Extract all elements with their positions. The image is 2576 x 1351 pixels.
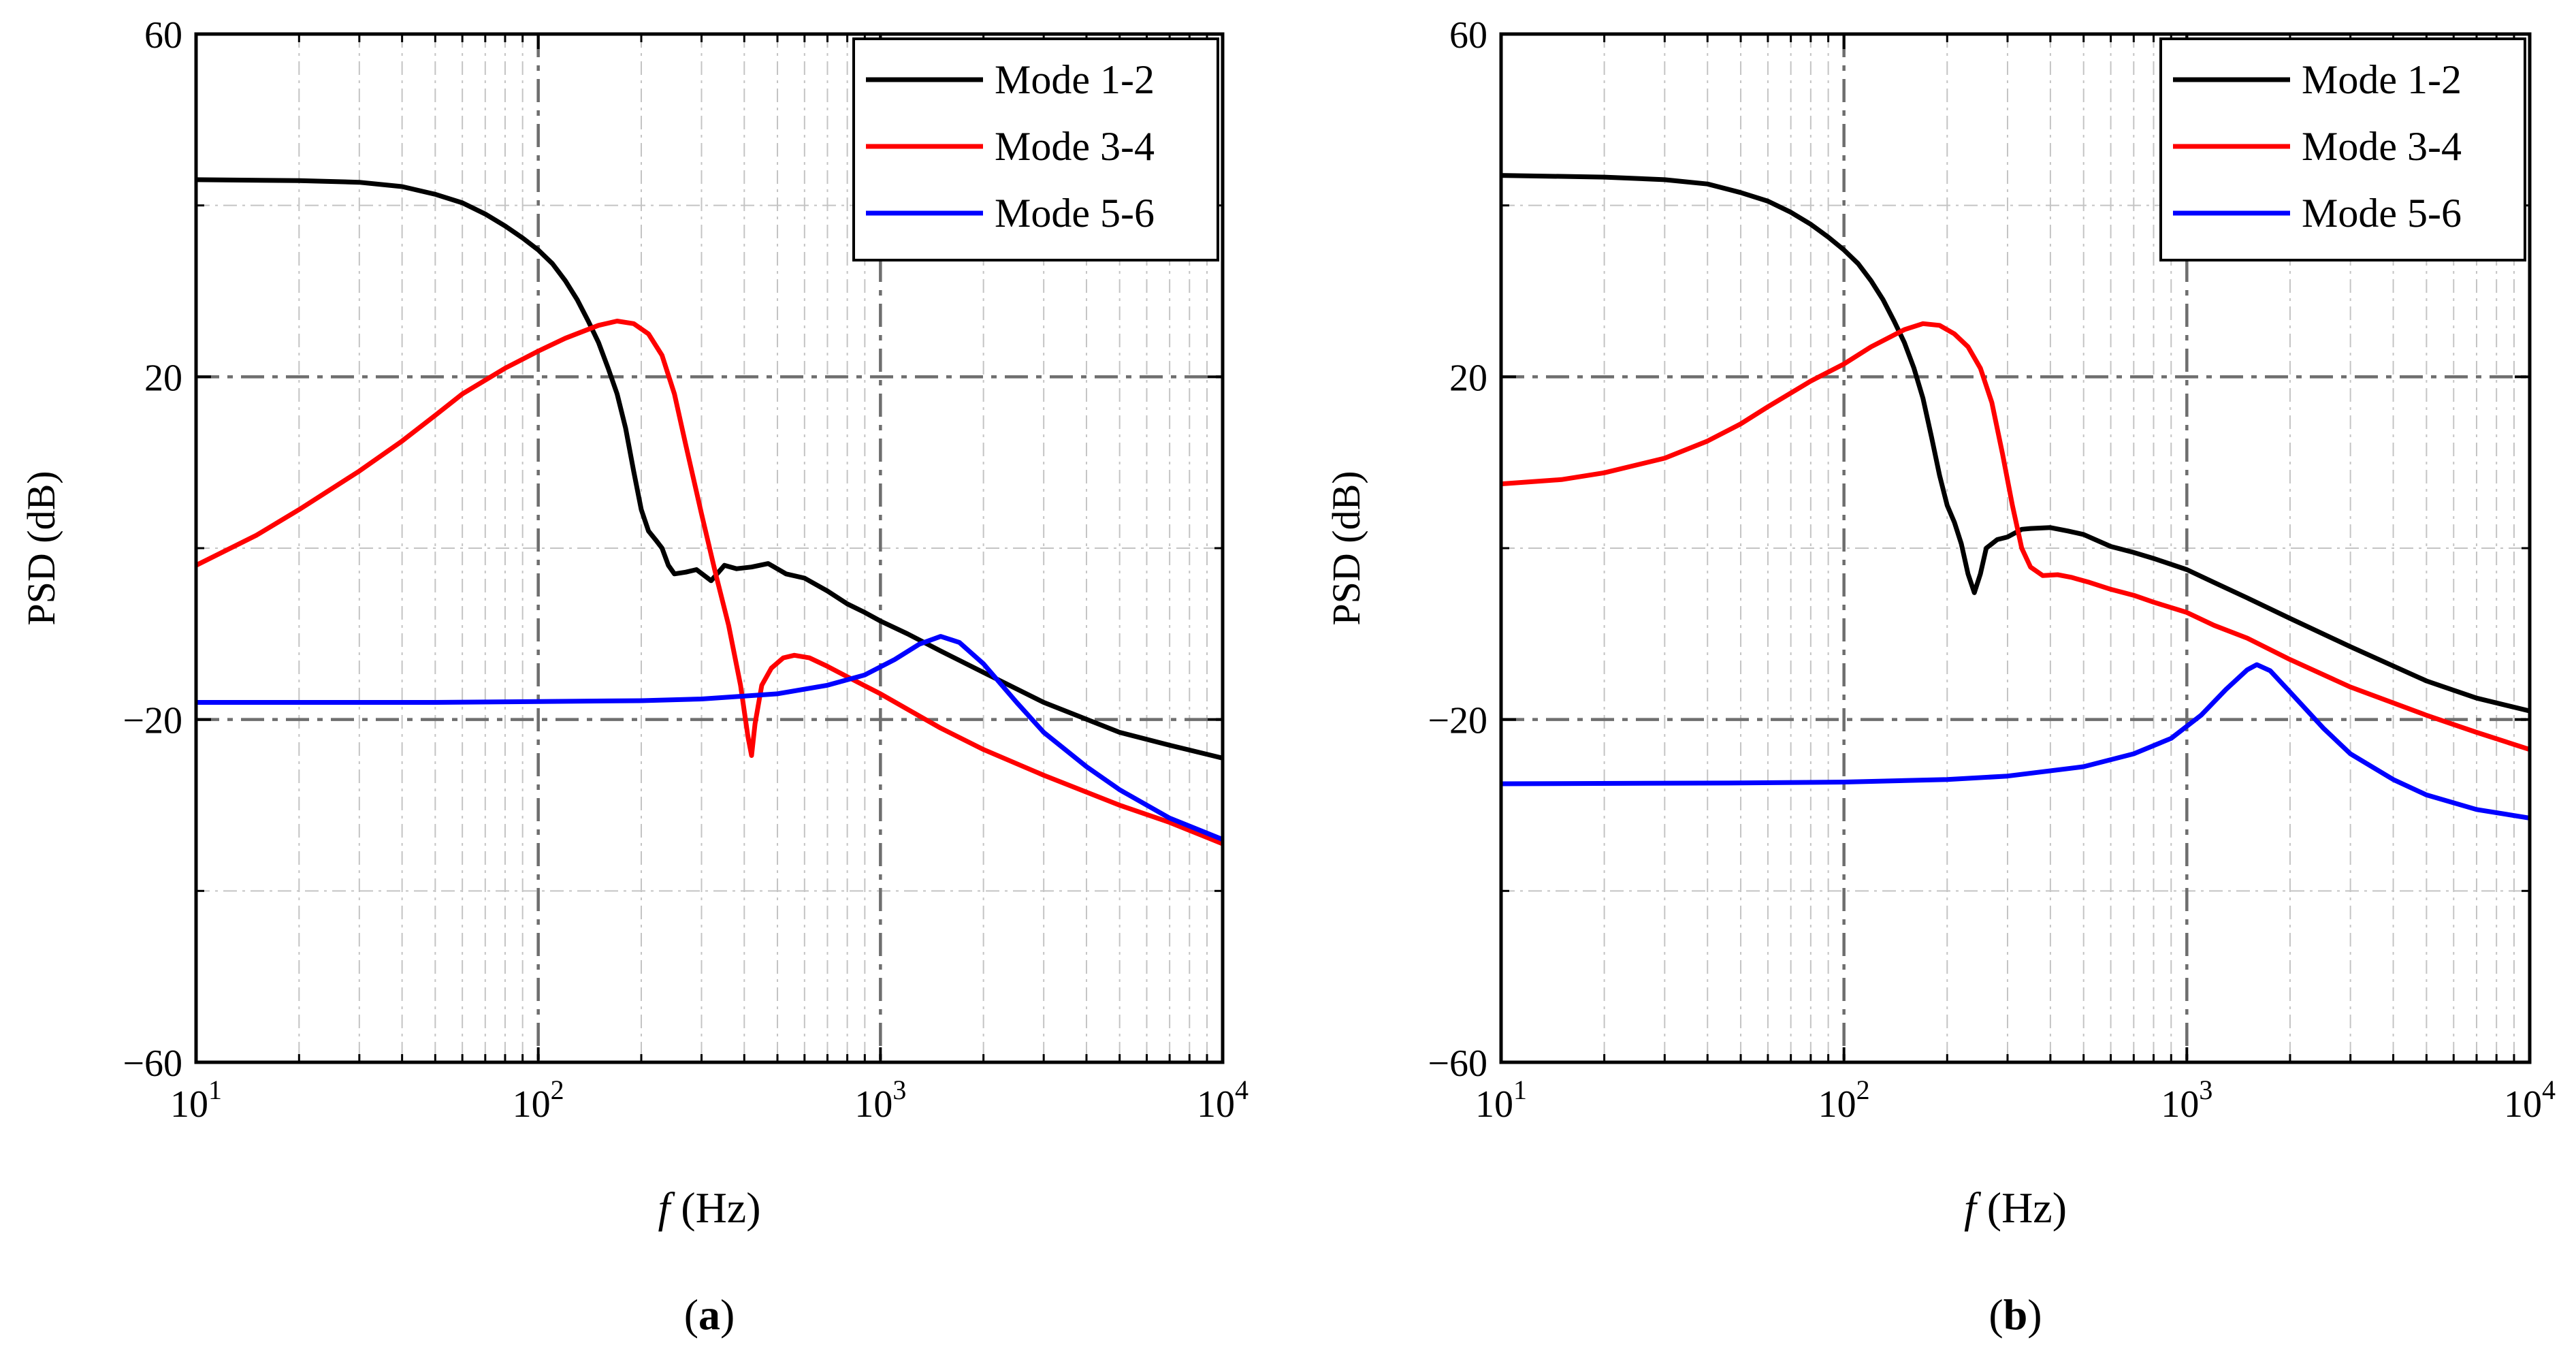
axis-ticks [1500,33,2531,1064]
series-line-1 [196,177,1223,761]
caption-letter: a [698,1290,720,1339]
y-tick-label: 20 [144,357,182,399]
caption-letter: b [2003,1290,2028,1339]
legend-label-1: Mode 1-2 [2302,57,2462,102]
series-group [1501,173,2530,821]
legend-label-3: Mode 5-6 [995,191,1155,236]
caption-paren-close: ) [720,1290,735,1339]
x-tick-label: 104 [2504,1075,2556,1126]
x-tick-base: 10 [170,1083,208,1126]
x-axis-title: f (Hz) [658,1183,760,1232]
legend: Mode 1-2 Mode 3-4 Mode 5-6 [2159,37,2526,261]
series-line-1 [1501,173,2530,714]
y-tick-label: 60 [1449,14,1487,57]
y-tick-label: −60 [1428,1043,1487,1085]
caption-paren-open: ( [1989,1290,2003,1339]
y-axis-title: PSD (dB) [19,471,63,625]
y-tick-label: −20 [123,700,182,742]
y-tick-label: −20 [1428,700,1487,742]
x-tick-exponent: 1 [208,1075,222,1105]
x-tick-base: 10 [854,1083,892,1126]
legend-label-2: Mode 3-4 [2302,124,2462,169]
legend-label-2: Mode 3-4 [995,124,1155,169]
x-axis-title-unit: (Hz) [670,1183,760,1232]
legend-label-3: Mode 5-6 [2302,191,2462,236]
x-tick-label: 102 [513,1075,564,1126]
series-group [196,177,1223,846]
y-tick-label: 20 [1449,357,1487,399]
series-line-3 [1501,662,2530,821]
x-tick-base: 10 [513,1083,551,1126]
x-tick-exponent: 3 [892,1075,906,1105]
x-tick-base: 10 [1818,1083,1856,1126]
axis-ticks [195,33,1224,1064]
panel-caption: (b) [1989,1290,2042,1339]
legend: Mode 1-2 Mode 3-4 Mode 5-6 [852,37,1219,261]
y-axis-title: PSD (dB) [1324,471,1368,625]
legend-box [852,37,1219,261]
x-tick-label: 104 [1197,1075,1249,1126]
x-tick-exponent: 3 [2199,1075,2212,1105]
x-tick-base: 10 [1475,1083,1513,1126]
caption-paren-close: ) [2027,1290,2042,1339]
x-tick-label: 103 [2161,1075,2212,1126]
x-tick-label: 101 [170,1075,222,1126]
x-axis-title-unit: (Hz) [1976,1183,2067,1232]
x-tick-base: 10 [1197,1083,1235,1126]
caption-paren-open: ( [684,1290,698,1339]
legend-label-1: Mode 1-2 [995,57,1155,102]
x-tick-label: 103 [854,1075,906,1126]
legend-box [2159,37,2526,261]
x-tick-exponent: 1 [1513,1075,1527,1105]
x-tick-exponent: 2 [551,1075,564,1105]
x-tick-base: 10 [2504,1083,2542,1126]
series-line-2 [196,319,1223,846]
series-line-2 [1501,321,2530,752]
x-tick-label: 101 [1475,1075,1527,1126]
x-tick-base: 10 [2161,1083,2199,1126]
y-tick-label: −60 [123,1043,182,1085]
x-tick-exponent: 2 [1856,1075,1870,1105]
x-tick-label: 102 [1818,1075,1870,1126]
x-axis-title: f (Hz) [1964,1183,2067,1232]
panel-caption: (a) [684,1290,735,1339]
x-tick-exponent: 4 [1235,1075,1249,1105]
x-tick-exponent: 4 [2542,1075,2556,1105]
series-line-3 [196,634,1223,842]
y-tick-label: 60 [144,14,182,57]
